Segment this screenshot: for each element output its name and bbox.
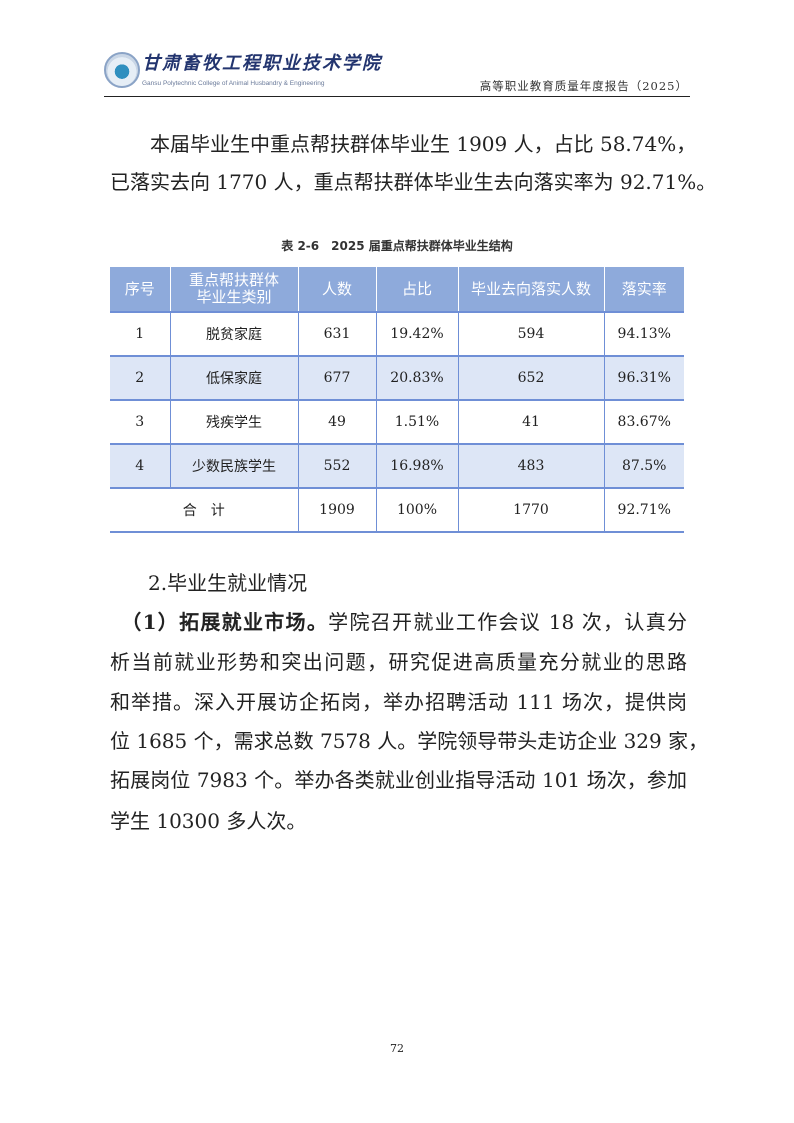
intro-line: 本届毕业生中重点帮扶群体毕业生 1909 人，占比 58.74%，: [110, 132, 697, 156]
data-table: 序号 重点帮扶群体 毕业生类别 人数 占比 毕业去向落实人数 落实率 1 脱贫家庭…: [110, 267, 684, 533]
table-cell: 残疾学生: [169, 399, 298, 444]
school-name-en: Gansu Polytechnic College of Animal Husb…: [142, 80, 325, 87]
table-cell: 1: [110, 311, 170, 356]
table-cell: 41: [457, 399, 604, 444]
section-line: （1）拓展就业市场。学院召开就业工作会议 18 次，认真分: [110, 609, 687, 635]
table-cell: 631: [297, 311, 376, 356]
header-cell: 序号: [110, 267, 170, 312]
table-cell: 20.83%: [375, 355, 458, 400]
table-cell: 19.42%: [375, 311, 458, 356]
header-cell: 占比: [375, 267, 458, 312]
section-heading: 2.毕业生就业情况: [148, 571, 308, 595]
section-line: 拓展岗位 7983 个。举办各类就业创业指导活动 101 场次，参加: [110, 768, 687, 792]
table-cell: 87.5%: [603, 443, 684, 488]
report-title: 高等职业教育质量年度报告（2025）: [479, 79, 688, 93]
section-lead: （1）拓展就业市场。: [131, 610, 329, 634]
table-cell: 低保家庭: [169, 355, 298, 400]
section-text: 学院召开就业工作会议 18 次，认真分: [328, 610, 688, 634]
header-divider: [104, 96, 690, 97]
intro-line: 已落实去向 1770 人，重点帮扶群体毕业生去向落实率为 92.71%。: [110, 170, 717, 194]
header-cell: 人数: [297, 267, 376, 312]
table-cell: 83.67%: [603, 399, 684, 444]
table-row: 4 少数民族学生 552 16.98% 483 87.5%: [110, 443, 684, 488]
table-cell: 少数民族学生: [169, 443, 298, 488]
table-cell: 4: [110, 443, 170, 488]
table-total-row: 合 计 1909 100% 1770 92.71%: [110, 487, 684, 533]
table-row: 3 残疾学生 49 1.51% 41 83.67%: [110, 399, 684, 444]
table-cell: 49: [297, 399, 376, 444]
table-cell: 677: [297, 355, 376, 400]
header-cell-text: 重点帮扶群体 毕业生类别: [188, 271, 279, 306]
header-cell: 重点帮扶群体 毕业生类别: [169, 267, 298, 312]
total-cell: 1909: [297, 487, 376, 533]
total-cell: 92.71%: [603, 487, 684, 533]
section-line: 位 1685 个，需求总数 7578 人。学院领导带头走访企业 329 家，: [110, 729, 709, 753]
total-cell: 1770: [457, 487, 604, 533]
header-cell: 落实率: [603, 267, 684, 312]
table-cell: 652: [457, 355, 604, 400]
section-line: 学生 10300 多人次。: [110, 809, 307, 833]
school-name-cn: 甘肃畜牧工程职业技术学院: [142, 53, 382, 74]
table-cell: 552: [297, 443, 376, 488]
table-cell: 594: [457, 311, 604, 356]
page-number: 72: [390, 1042, 404, 1055]
section-line: 析当前就业形势和突出问题，研究促进高质量充分就业的思路: [110, 650, 687, 674]
total-cell: 100%: [375, 487, 458, 533]
table-caption: 表 2-6 2025 届重点帮扶群体毕业生结构: [281, 239, 513, 253]
table-cell: 脱贫家庭: [169, 311, 298, 356]
table-cell: 3: [110, 399, 170, 444]
table-row: 2 低保家庭 677 20.83% 652 96.31%: [110, 355, 684, 400]
header-cell: 毕业去向落实人数: [457, 267, 604, 312]
total-label: 合 计: [110, 487, 298, 533]
table-header-row: 序号 重点帮扶群体 毕业生类别 人数 占比 毕业去向落实人数 落实率: [110, 267, 684, 312]
table-cell: 1.51%: [375, 399, 458, 444]
table-cell: 96.31%: [603, 355, 684, 400]
table-row: 1 脱贫家庭 631 19.42% 594 94.13%: [110, 311, 684, 356]
table-cell: 483: [457, 443, 604, 488]
table-cell: 94.13%: [603, 311, 684, 356]
section-line: 和举措。深入开展访企拓岗，举办招聘活动 111 场次，提供岗: [110, 690, 687, 714]
table-cell: 2: [110, 355, 170, 400]
table-cell: 16.98%: [375, 443, 458, 488]
school-logo: [104, 52, 140, 88]
